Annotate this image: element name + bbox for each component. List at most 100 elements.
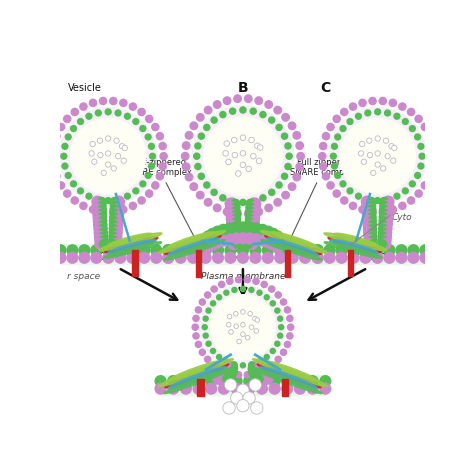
Text: B: B xyxy=(237,81,248,95)
Circle shape xyxy=(253,370,259,376)
Circle shape xyxy=(232,210,240,219)
Circle shape xyxy=(232,214,240,222)
Circle shape xyxy=(260,111,266,118)
Circle shape xyxy=(71,181,76,187)
Circle shape xyxy=(229,367,237,375)
Circle shape xyxy=(367,209,376,218)
Circle shape xyxy=(402,188,408,194)
Circle shape xyxy=(94,223,105,234)
Circle shape xyxy=(213,204,221,212)
Circle shape xyxy=(420,245,431,255)
Circle shape xyxy=(232,207,240,215)
Ellipse shape xyxy=(164,368,233,393)
Circle shape xyxy=(94,219,104,230)
Circle shape xyxy=(408,197,415,204)
Text: $\mathrm{Ca}^{2+}$: $\mathrm{Ca}^{2+}$ xyxy=(228,245,257,262)
Circle shape xyxy=(379,220,387,229)
Circle shape xyxy=(127,245,137,255)
Circle shape xyxy=(90,206,97,213)
Circle shape xyxy=(361,159,366,164)
Circle shape xyxy=(368,213,376,221)
Circle shape xyxy=(237,252,248,263)
Circle shape xyxy=(402,118,408,125)
Circle shape xyxy=(109,232,118,240)
Circle shape xyxy=(234,210,241,218)
Circle shape xyxy=(418,144,424,149)
Circle shape xyxy=(246,166,252,172)
Text: $\mathrm{Ca}^{2+}$: $\mathrm{Ca}^{2+}$ xyxy=(359,247,387,264)
Circle shape xyxy=(110,209,118,218)
Circle shape xyxy=(89,151,94,156)
Circle shape xyxy=(205,292,211,298)
Circle shape xyxy=(226,322,231,327)
Circle shape xyxy=(340,118,415,194)
Circle shape xyxy=(396,252,407,263)
Circle shape xyxy=(281,299,287,305)
Circle shape xyxy=(250,108,256,114)
Circle shape xyxy=(93,208,104,219)
Circle shape xyxy=(206,308,211,313)
Circle shape xyxy=(282,191,289,199)
Circle shape xyxy=(379,208,386,215)
Circle shape xyxy=(146,190,153,197)
Circle shape xyxy=(55,252,66,263)
Circle shape xyxy=(110,205,118,214)
Circle shape xyxy=(231,222,242,233)
Circle shape xyxy=(381,223,392,234)
Circle shape xyxy=(381,166,386,171)
Circle shape xyxy=(195,164,201,170)
Circle shape xyxy=(109,224,118,233)
Circle shape xyxy=(59,108,157,205)
Circle shape xyxy=(232,221,241,230)
Ellipse shape xyxy=(99,233,162,251)
Circle shape xyxy=(410,181,415,187)
Circle shape xyxy=(362,208,373,219)
Circle shape xyxy=(246,336,250,340)
Circle shape xyxy=(53,173,60,180)
Circle shape xyxy=(285,143,291,149)
Circle shape xyxy=(249,209,260,220)
Circle shape xyxy=(188,252,199,263)
Circle shape xyxy=(225,252,236,263)
Circle shape xyxy=(264,295,269,300)
Circle shape xyxy=(379,217,388,225)
Circle shape xyxy=(421,123,428,131)
Circle shape xyxy=(92,204,103,215)
Circle shape xyxy=(159,142,166,150)
Circle shape xyxy=(335,134,341,140)
Circle shape xyxy=(368,220,376,229)
Circle shape xyxy=(220,111,226,118)
Circle shape xyxy=(213,245,223,255)
Circle shape xyxy=(249,137,255,143)
Circle shape xyxy=(251,234,262,245)
Circle shape xyxy=(99,232,108,240)
Circle shape xyxy=(426,173,433,180)
Circle shape xyxy=(248,366,257,374)
Circle shape xyxy=(327,182,334,189)
Circle shape xyxy=(319,153,326,160)
Circle shape xyxy=(79,245,90,255)
Circle shape xyxy=(260,195,266,201)
Circle shape xyxy=(219,370,230,380)
Text: Plasma membrane: Plasma membrane xyxy=(201,272,285,281)
Circle shape xyxy=(389,144,394,149)
Circle shape xyxy=(210,348,216,354)
Circle shape xyxy=(49,153,56,160)
Circle shape xyxy=(333,190,340,197)
Circle shape xyxy=(111,166,117,171)
Circle shape xyxy=(341,109,348,116)
Circle shape xyxy=(210,301,216,306)
Circle shape xyxy=(426,133,433,140)
Circle shape xyxy=(91,245,102,255)
Circle shape xyxy=(369,236,377,245)
Circle shape xyxy=(194,153,200,159)
Circle shape xyxy=(300,252,310,263)
Circle shape xyxy=(245,225,254,234)
Circle shape xyxy=(358,151,364,156)
Circle shape xyxy=(78,118,83,125)
Circle shape xyxy=(253,373,261,381)
Circle shape xyxy=(226,202,236,213)
Circle shape xyxy=(112,216,123,226)
Circle shape xyxy=(249,213,259,224)
Circle shape xyxy=(197,191,204,199)
